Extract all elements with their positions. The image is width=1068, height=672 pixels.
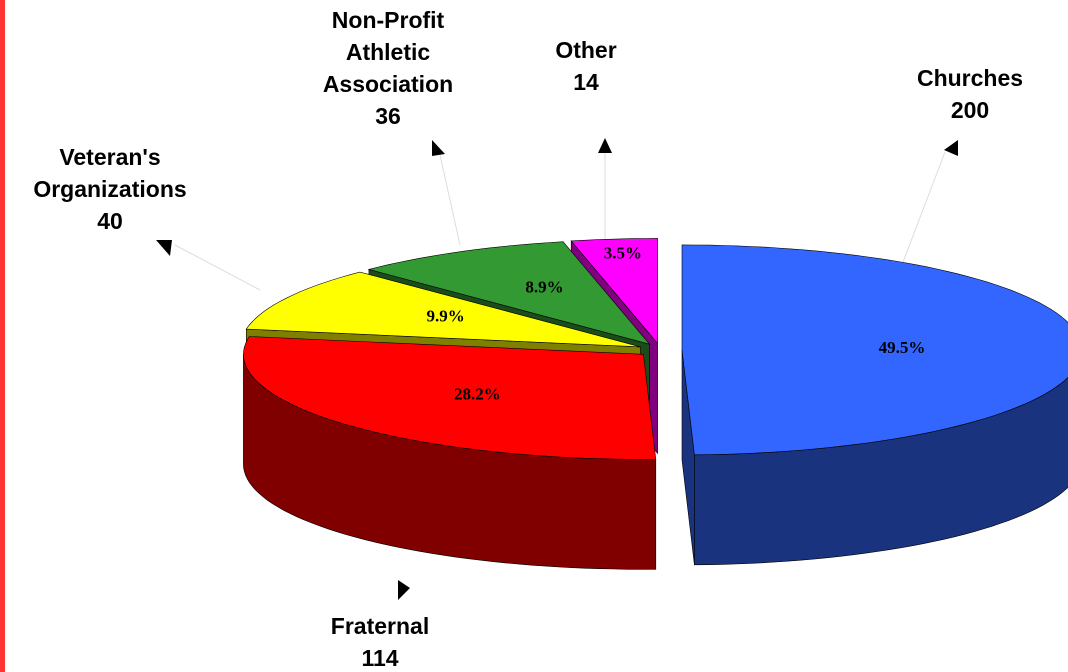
- category-label: Other 14: [526, 34, 646, 98]
- category-label: Churches 200: [890, 62, 1050, 126]
- leader-line: [899, 151, 946, 271]
- arrow: [598, 138, 612, 153]
- category-name: Fraternal: [330, 613, 430, 639]
- category-label: Fraternal 114: [300, 610, 460, 672]
- leader-line: [174, 244, 261, 291]
- arrow: [156, 240, 172, 256]
- category-label: Non-Profit Athletic Association 36: [298, 4, 478, 132]
- slice: [681, 244, 1068, 456]
- leaders: [174, 151, 946, 291]
- slice: [243, 336, 657, 460]
- category-name: Veteran's Organizations: [33, 144, 187, 202]
- category-value: 14: [573, 69, 599, 95]
- category-name: Other: [555, 37, 617, 63]
- percent-label: 49.5%: [879, 338, 926, 357]
- arrow: [398, 580, 410, 600]
- percent-label: 3.5%: [604, 244, 642, 263]
- category-value: 200: [950, 97, 990, 123]
- category-label: Veteran's Organizations 40: [5, 141, 215, 237]
- arrows: [156, 138, 958, 600]
- category-value: 114: [361, 645, 399, 671]
- category-value: 36: [375, 103, 401, 129]
- arrow: [944, 140, 958, 156]
- category-name: Non-Profit Athletic Association: [322, 7, 454, 97]
- edge-strip: [0, 0, 5, 672]
- percent-label: 9.9%: [426, 307, 464, 326]
- slice: [570, 238, 658, 345]
- arrow: [432, 140, 445, 156]
- category-value: 40: [97, 208, 123, 234]
- leader-line: [439, 154, 461, 246]
- percent-label: 8.9%: [525, 278, 563, 297]
- slice: [245, 271, 641, 348]
- category-name: Churches: [916, 65, 1024, 91]
- percent-label: 28.2%: [454, 385, 501, 404]
- slice: [367, 241, 651, 345]
